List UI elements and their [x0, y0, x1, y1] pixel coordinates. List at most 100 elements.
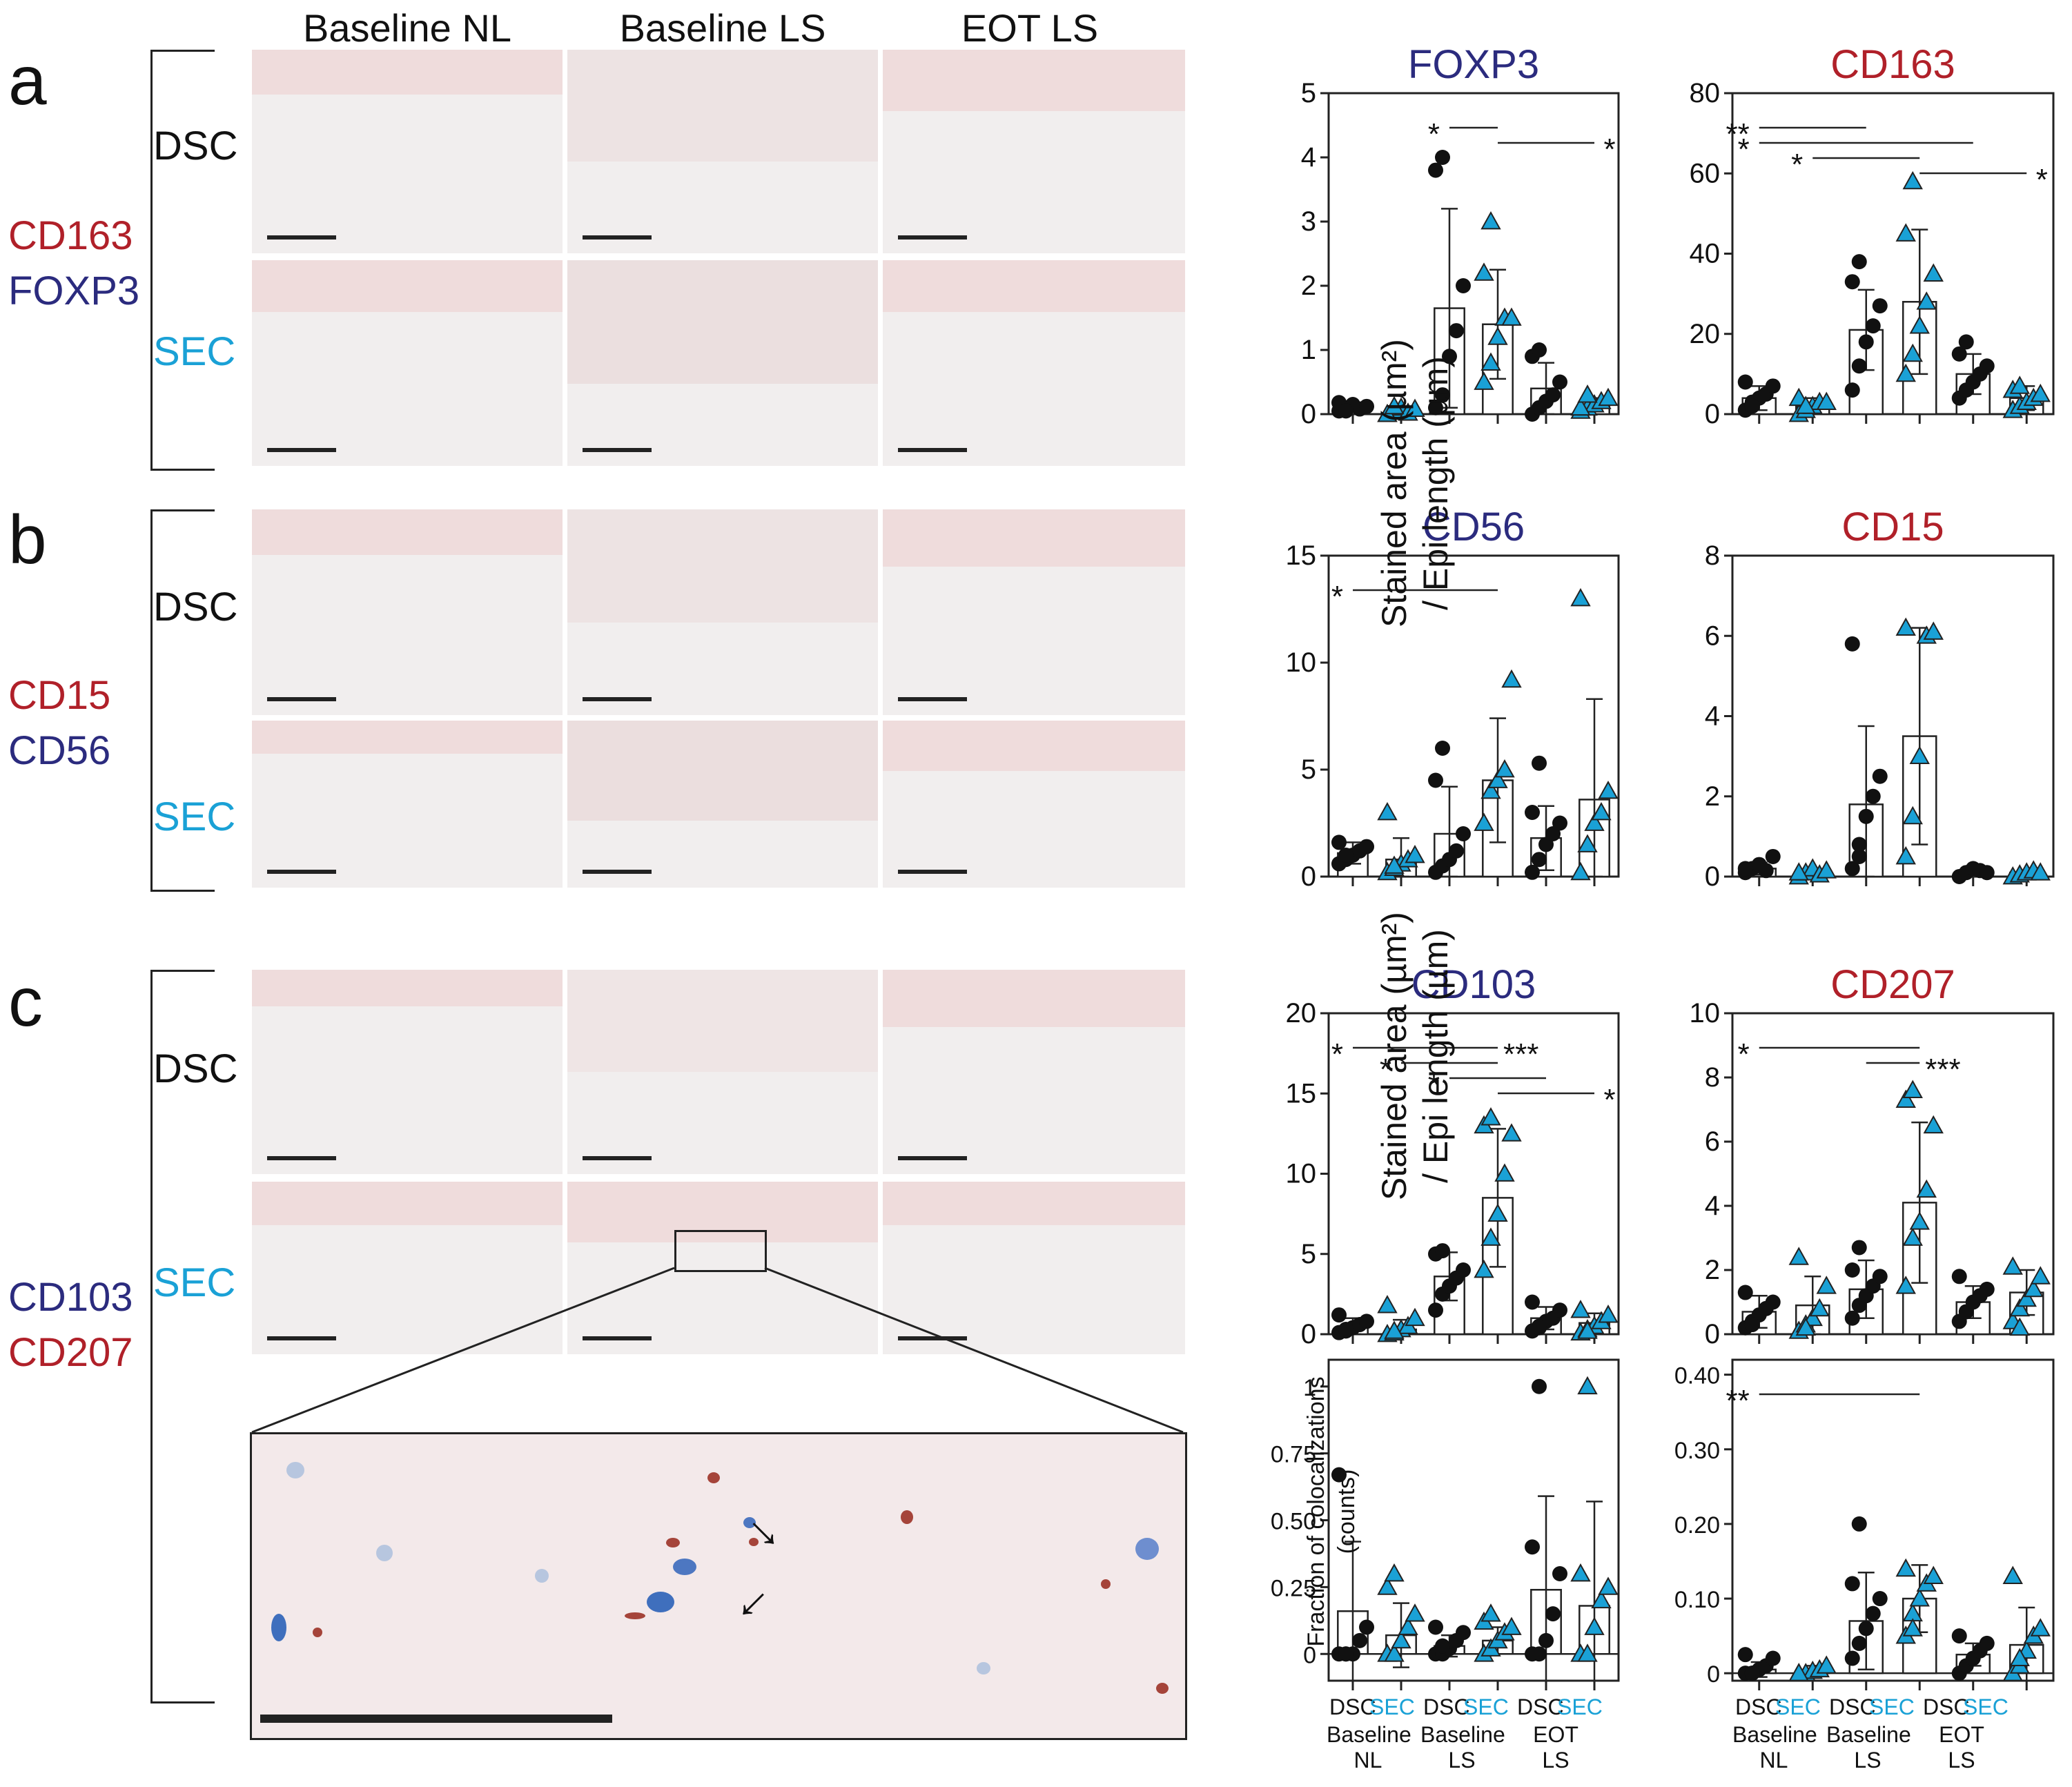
significance-label: * — [1428, 117, 1440, 151]
xtick-dsc: DSC — [1517, 1695, 1564, 1719]
chart-title: CD56 — [1423, 505, 1525, 549]
xgroup-baseline-ls: Baseline LS — [1420, 1722, 1505, 1773]
data-point-triangle — [1474, 262, 1494, 281]
data-point-triangle — [1909, 1211, 1930, 1230]
y-tick-label: 0 — [1301, 1319, 1316, 1349]
data-point-circle — [1435, 741, 1450, 756]
data-point-triangle — [2009, 1648, 2030, 1666]
significance-label: * — [1603, 133, 1615, 166]
data-point-triangle — [1405, 1603, 1425, 1622]
micrograph-c-dsc-ls — [567, 970, 878, 1174]
data-point-circle — [1737, 861, 1753, 877]
data-point-circle — [1552, 374, 1567, 390]
data-point-triangle — [1909, 1588, 1930, 1607]
data-point-triangle — [1501, 1617, 1522, 1635]
micrograph-c-sec-eot — [883, 1182, 1185, 1354]
data-point-circle — [1532, 1646, 1547, 1662]
data-point-triangle — [1809, 1298, 1830, 1317]
data-point-circle — [1359, 398, 1374, 414]
data-point-triangle — [1591, 1590, 1612, 1609]
micrograph-a-dsc-ls — [567, 50, 878, 253]
data-point-triangle — [1480, 780, 1501, 799]
data-point-circle — [1331, 1307, 1347, 1323]
row-label-dsc-b: DSC — [153, 585, 238, 629]
xtick-dsc: DSC — [1329, 1695, 1376, 1719]
data-point-circle — [1545, 387, 1561, 403]
data-point-circle — [1331, 1467, 1347, 1483]
data-point-triangle — [1923, 1565, 1944, 1585]
bracket-b — [150, 509, 215, 892]
data-point-circle — [1737, 374, 1753, 390]
data-point-triangle — [1405, 1307, 1425, 1327]
plot-frame — [1327, 92, 1620, 416]
significance-label: *** — [1925, 1053, 1960, 1086]
y-tick-label: 2 — [1705, 781, 1720, 812]
significance-label: * — [1738, 1037, 1750, 1071]
data-point-circle — [1338, 403, 1353, 419]
data-point-triangle — [2002, 1256, 2023, 1275]
y-tick-label: 0.10 — [1674, 1587, 1720, 1613]
y-tick-label: 6 — [1705, 621, 1720, 651]
data-point-triangle — [1598, 1305, 1619, 1323]
y-tick-label: 8 — [1705, 540, 1720, 571]
chart-title: FOXP3 — [1408, 42, 1539, 87]
xtick-sec: SEC — [1369, 1695, 1415, 1719]
data-point-triangle — [1598, 1576, 1619, 1595]
y-axis-label-line2: / Epi length (µm) — [1416, 929, 1455, 1183]
data-point-triangle — [1802, 1307, 1823, 1327]
micrograph-b-dsc-ls — [567, 509, 878, 715]
chart-title: CD15 — [1841, 505, 1944, 549]
data-point-triangle — [2002, 1565, 2023, 1585]
xtick-sec: SEC — [1557, 1695, 1603, 1719]
micrograph-c-sec-nl — [252, 1182, 563, 1354]
data-point-triangle — [1895, 1558, 1916, 1577]
data-point-triangle — [1384, 855, 1405, 874]
data-point-triangle — [2030, 1618, 2051, 1637]
plot-frame — [1327, 554, 1620, 878]
data-point-triangle — [1584, 812, 1605, 831]
y-tick-label: 0.25 — [1271, 1575, 1316, 1601]
panel-letter-b: b — [8, 501, 47, 578]
data-point-circle — [1872, 1269, 1888, 1285]
data-point-circle — [1359, 1314, 1374, 1329]
data-point-circle — [1979, 1281, 1995, 1297]
data-point-triangle — [1788, 1663, 1809, 1681]
data-point-circle — [1844, 1310, 1860, 1326]
data-point-triangle — [1902, 1080, 1923, 1098]
micrograph-a-dsc-nl — [252, 50, 563, 253]
data-point-circle — [1338, 1646, 1353, 1662]
data-point-circle — [1979, 358, 1995, 374]
data-point-circle — [1456, 278, 1471, 293]
data-point-triangle — [1923, 263, 1944, 282]
data-point-circle — [1872, 768, 1888, 784]
data-point-triangle — [1916, 1179, 1937, 1198]
data-point-circle — [1865, 318, 1881, 334]
y-tick-label: 4 — [1705, 1191, 1720, 1221]
y-tick-label: 0 — [1301, 861, 1316, 892]
coloc-label-line2: (counts) — [1333, 1469, 1360, 1554]
data-point-triangle — [2009, 375, 2030, 394]
stain-label-cd15: CD15 — [8, 673, 111, 718]
data-point-circle — [1435, 150, 1450, 165]
bracket-a — [150, 50, 215, 471]
data-point-circle — [1979, 1635, 1995, 1651]
row-label-dsc-c: DSC — [153, 1046, 238, 1091]
data-point-circle — [1428, 162, 1443, 178]
plot-frame — [1731, 1358, 2055, 1682]
data-point-triangle — [1570, 861, 1591, 881]
data-point-triangle — [1895, 1276, 1916, 1294]
data-point-circle — [1435, 387, 1450, 403]
y-tick-label: 1 — [1303, 1375, 1316, 1401]
data-point-triangle — [1487, 1203, 1508, 1222]
y-tick-label: 2 — [1301, 271, 1316, 301]
coloc-label-line1: Fraction of colocalizations — [1303, 1376, 1329, 1647]
data-point-triangle — [1480, 1603, 1501, 1622]
xtick-dsc: DSC — [1923, 1695, 1970, 1719]
data-point-circle — [1552, 1302, 1567, 1318]
data-point-triangle — [1398, 1617, 1418, 1635]
data-point-circle — [1428, 772, 1443, 788]
data-point-triangle — [1384, 1643, 1405, 1662]
data-point-circle — [1765, 1650, 1781, 1666]
y-tick-label: 10 — [1286, 647, 1317, 678]
data-point-circle — [1552, 1566, 1567, 1581]
